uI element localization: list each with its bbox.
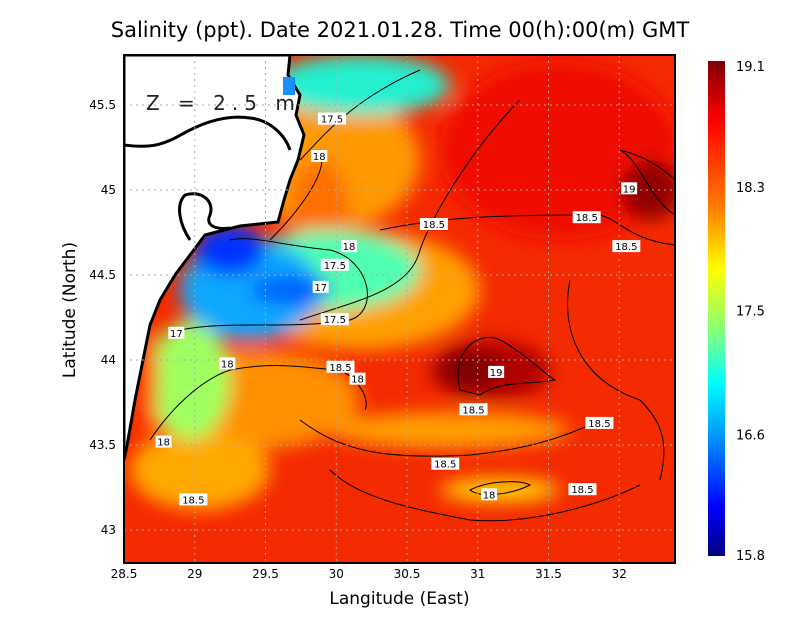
contour-label: 18.5 xyxy=(459,403,488,416)
svg-text:17: 17 xyxy=(170,329,183,340)
y-axis-ticks: 43 43.5 44 44.5 45 45.5 xyxy=(89,98,116,537)
colorbar-tick-label: 15.8 xyxy=(736,549,765,564)
svg-text:18: 18 xyxy=(221,359,234,370)
svg-text:18: 18 xyxy=(483,490,496,501)
contour-label: 18.5 xyxy=(572,211,601,224)
salinity-field xyxy=(124,55,675,563)
contour-label: 17 xyxy=(168,326,185,340)
svg-text:18.5: 18.5 xyxy=(329,363,351,374)
svg-text:18: 18 xyxy=(157,438,170,449)
contour-label: 18 xyxy=(219,357,236,370)
contour-label: 18.5 xyxy=(419,218,448,231)
colorbar-tick-label: 16.6 xyxy=(736,428,765,443)
svg-text:18: 18 xyxy=(351,375,364,386)
y-tick-label: 43 xyxy=(101,523,116,537)
x-tick-label: 31 xyxy=(470,567,485,581)
colorbar-tick-label: 19.1 xyxy=(736,60,765,75)
contour-label: 17.5 xyxy=(320,313,349,326)
colorbar-labels: 19.1 18.3 17.5 16.6 15.8 xyxy=(736,60,765,564)
contour-label: 17.5 xyxy=(320,258,349,272)
contour-label: 18.5 xyxy=(431,457,460,471)
svg-text:17.5: 17.5 xyxy=(321,115,343,126)
x-tick-label: 32 xyxy=(612,567,627,581)
depth-label: Z = 2.5 m xyxy=(146,91,301,115)
svg-text:17.5: 17.5 xyxy=(324,261,346,272)
svg-text:18.5: 18.5 xyxy=(576,213,598,224)
contour-label: 18 xyxy=(155,435,172,449)
svg-text:18.5: 18.5 xyxy=(588,419,610,430)
plot-frame xyxy=(123,54,676,564)
svg-text:18.5: 18.5 xyxy=(462,405,484,416)
y-tick-label: 44.5 xyxy=(89,268,116,282)
contour-label: 18 xyxy=(311,150,328,163)
colorbar xyxy=(708,61,725,556)
y-tick-label: 45.5 xyxy=(89,98,116,112)
contour-label: 19 xyxy=(621,182,638,195)
y-tick-label: 45 xyxy=(101,183,116,197)
y-tick-label: 44 xyxy=(101,353,116,367)
x-tick-label: 31.5 xyxy=(535,567,562,581)
svg-text:19: 19 xyxy=(623,184,636,195)
x-axis-ticks: 28.5 29 29.5 30 30.5 31 31.5 32 xyxy=(111,567,627,581)
svg-text:18.5: 18.5 xyxy=(434,460,456,471)
contour-label: 18.5 xyxy=(326,360,355,374)
svg-text:19: 19 xyxy=(490,368,503,379)
svg-text:18.5: 18.5 xyxy=(182,495,204,506)
x-tick-label: 29.5 xyxy=(252,567,279,581)
x-tick-label: 30 xyxy=(329,567,344,581)
svg-text:18.5: 18.5 xyxy=(423,220,445,231)
svg-text:18: 18 xyxy=(313,152,326,163)
contour-label: 19 xyxy=(488,365,505,379)
svg-text:18.5: 18.5 xyxy=(571,485,593,496)
contour-label: 17 xyxy=(312,280,329,294)
x-tick-label: 30.5 xyxy=(394,567,421,581)
svg-text:18: 18 xyxy=(343,242,356,253)
x-axis-label: Langitude (East) xyxy=(329,589,470,609)
grid-lines xyxy=(124,55,675,563)
map-title: Salinity (ppt). Date 2021.01.28. Time 00… xyxy=(110,18,690,42)
x-tick-label: 29 xyxy=(187,567,202,581)
contour-label: 18 xyxy=(481,488,498,501)
colorbar-tick-label: 17.5 xyxy=(736,305,765,320)
contour-label: 18 xyxy=(340,240,357,253)
contour-label: 18.5 xyxy=(568,483,597,496)
contour-label: 18.5 xyxy=(612,240,641,253)
svg-text:17: 17 xyxy=(314,283,327,294)
y-axis-label: Latitude (North) xyxy=(60,241,80,379)
contour-label: 18.5 xyxy=(179,493,208,506)
coastline-lagoon xyxy=(124,115,292,241)
y-tick-label: 43.5 xyxy=(89,438,116,452)
x-tick-label: 28.5 xyxy=(111,567,138,581)
contour-label: 17.5 xyxy=(318,112,347,126)
svg-text:17.5: 17.5 xyxy=(324,315,346,326)
inland-water xyxy=(283,77,295,95)
colorbar-tick-label: 18.3 xyxy=(736,181,765,196)
svg-text:18.5: 18.5 xyxy=(615,242,637,253)
contour-label: 18 xyxy=(349,372,366,386)
contour-label: 18.5 xyxy=(585,416,614,430)
